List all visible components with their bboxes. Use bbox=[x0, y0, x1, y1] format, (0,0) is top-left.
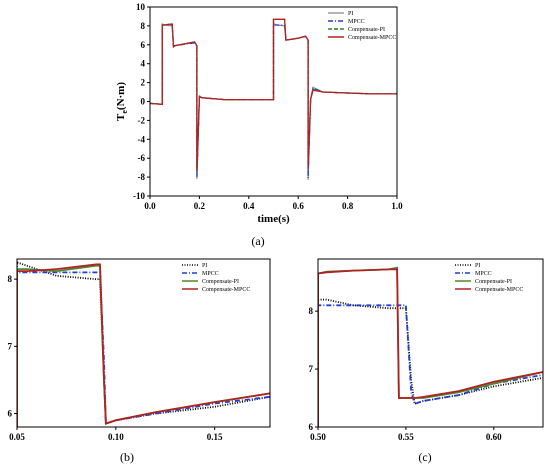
x-tick-label: 0.55 bbox=[398, 432, 414, 442]
y-tick-label: -6 bbox=[138, 153, 146, 163]
y-tick-label: 8 bbox=[141, 21, 146, 31]
y-tick-label: 0 bbox=[141, 97, 146, 107]
y-axis-title-sub: e bbox=[120, 110, 129, 114]
panel-b: 0.05 0.10 0.15 6 7 8 PI MPCC Compensate-PI Compen… bbox=[8, 258, 271, 464]
y-tick-label: -4 bbox=[138, 134, 146, 144]
legend-label: MPCC bbox=[475, 271, 492, 277]
panel-a: 0.0 0.2 0.4 0.6 0.8 1.0 -10 -8 -6 -4 -2 0 2 4 6 8 10 PI MP… bbox=[115, 2, 403, 248]
y-tick-label: 7 bbox=[8, 341, 13, 351]
y-tick-label: 10 bbox=[136, 2, 146, 12]
x-tick-label: 0.6 bbox=[293, 201, 305, 211]
y-tick-label: 8 bbox=[8, 274, 13, 284]
series-group bbox=[17, 261, 270, 427]
legend-label: Compensate-PI bbox=[475, 279, 512, 285]
x-tick-label: 0.60 bbox=[486, 432, 502, 442]
series-line-mpcc bbox=[17, 271, 270, 427]
legend-label: Compensate-PI bbox=[348, 27, 385, 33]
y-axis-title-unit: (N·m) bbox=[115, 82, 127, 110]
y-tick-label: -8 bbox=[138, 172, 146, 182]
x-tick-label: 1.0 bbox=[391, 201, 403, 211]
y-axis-title: Te(N·m) bbox=[115, 82, 129, 121]
y-tick-label: 8 bbox=[309, 306, 314, 316]
legend-label: PI bbox=[475, 263, 480, 269]
panel-label: (b) bbox=[120, 450, 134, 464]
x-tick-label: 0.10 bbox=[108, 432, 124, 442]
y-axis-title-main: T bbox=[115, 113, 127, 121]
y-tick-label: 4 bbox=[141, 59, 146, 69]
y-tick-label: 6 bbox=[309, 422, 314, 432]
legend-label: Compensate-PI bbox=[202, 279, 239, 285]
legend-label: MPCC bbox=[348, 19, 365, 25]
y-tick-label: 6 bbox=[8, 409, 13, 419]
panel-label: (c) bbox=[418, 450, 431, 464]
x-tick-label: 0.50 bbox=[310, 432, 326, 442]
x-tick-label: 0.4 bbox=[243, 201, 255, 211]
panel-c: 0.50 0.55 0.60 6 7 8 PI MPCC Compensate-PI Compen… bbox=[309, 258, 544, 464]
plot-frame bbox=[16, 258, 271, 428]
y-tick-label: 2 bbox=[141, 78, 146, 88]
x-tick-label: 0.0 bbox=[144, 201, 156, 211]
y-tick-label: 6 bbox=[141, 40, 146, 50]
y-tick-label: -2 bbox=[138, 115, 146, 125]
plot-frame bbox=[317, 258, 544, 428]
x-tick-label: 0.2 bbox=[194, 201, 206, 211]
series-line-compensate-mpcc bbox=[17, 263, 270, 427]
legend-label: Compensate-MPCC bbox=[475, 287, 523, 293]
x-tick-label: 0.8 bbox=[342, 201, 354, 211]
legend-label: MPCC bbox=[202, 271, 219, 277]
legend-label: Compensate-MPCC bbox=[348, 35, 396, 41]
legend-label: Compensate-MPCC bbox=[202, 287, 250, 293]
series-line-compensate-mpcc bbox=[150, 18, 397, 171]
series-line-mpcc bbox=[318, 304, 543, 427]
panel-label: (a) bbox=[251, 234, 264, 248]
series-line-compensate-mpcc bbox=[318, 268, 543, 427]
x-tick-label: 0.15 bbox=[207, 432, 223, 442]
legend-label: PI bbox=[202, 263, 207, 269]
x-axis-title: time(s) bbox=[257, 213, 290, 225]
y-tick-label: -10 bbox=[133, 191, 145, 201]
legend-label: PI bbox=[348, 11, 353, 17]
y-tick-label: 7 bbox=[309, 364, 314, 374]
series-group bbox=[150, 18, 397, 180]
series-line-pi bbox=[318, 298, 543, 427]
x-tick-label: 0.05 bbox=[9, 432, 25, 442]
series-group bbox=[318, 266, 543, 427]
